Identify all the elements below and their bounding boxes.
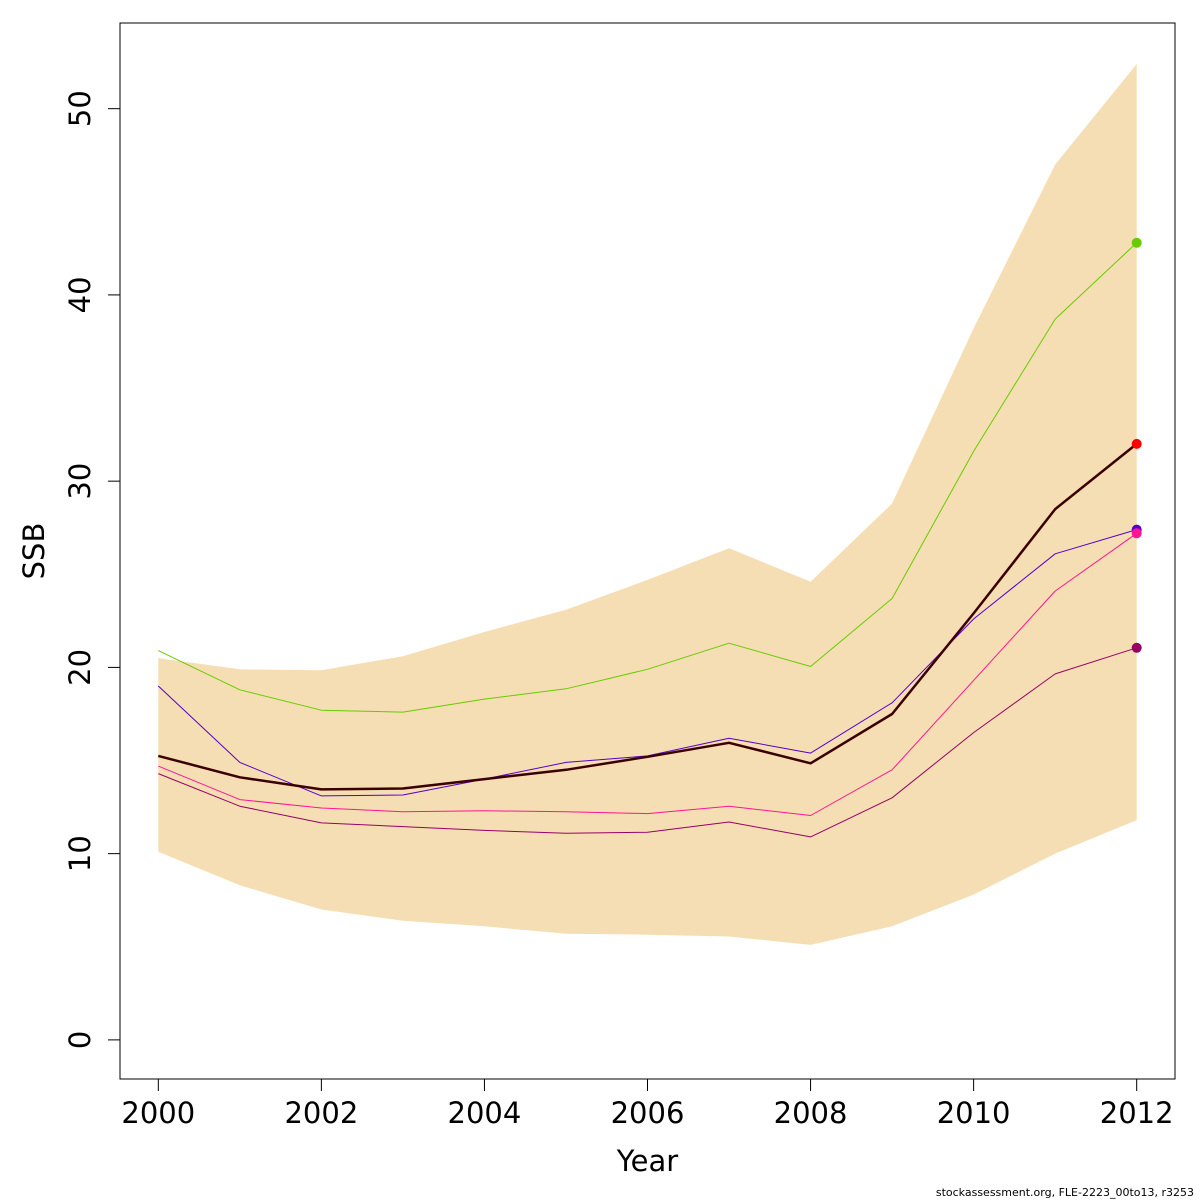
y-tick-label: 10 xyxy=(63,835,97,872)
x-tick-label: 2000 xyxy=(121,1096,195,1130)
footer-credit: stockassessment.org, FLE-2223_00to13, r3… xyxy=(935,1186,1194,1199)
end-point-4 xyxy=(1131,528,1142,539)
y-tick-label: 20 xyxy=(63,649,97,686)
x-axis: 2000 2002 2004 2006 2008 2010 2012 xyxy=(121,1078,1174,1130)
x-tick-label: 2008 xyxy=(774,1096,848,1130)
series-layer xyxy=(157,242,1138,838)
y-tick-label: 40 xyxy=(63,276,97,313)
end-points-layer xyxy=(1131,237,1142,653)
y-axis-title: SSB xyxy=(17,523,51,580)
x-tick-label: 2010 xyxy=(937,1096,1011,1130)
end-point-5 xyxy=(1131,642,1142,653)
x-tick-label: 2002 xyxy=(284,1096,358,1130)
series-line-1 xyxy=(158,242,1138,713)
confidence-band-layer xyxy=(158,64,1137,945)
y-tick-label: 30 xyxy=(63,463,97,500)
series-line-4 xyxy=(158,647,1137,838)
series-line-5 xyxy=(157,442,1138,791)
end-point-1 xyxy=(1131,237,1142,248)
y-axis: 0 10 20 30 40 50 xyxy=(63,90,121,1049)
series-line-3 xyxy=(158,532,1137,816)
x-tick-label: 2004 xyxy=(448,1096,522,1130)
end-point-2 xyxy=(1131,438,1142,449)
x-axis-title: Year xyxy=(616,1144,678,1178)
x-tick-label: 2012 xyxy=(1100,1096,1174,1130)
x-tick-label: 2006 xyxy=(611,1096,685,1130)
confidence-band xyxy=(158,64,1137,945)
y-tick-label: 50 xyxy=(63,90,97,127)
y-tick-label: 0 xyxy=(63,1031,97,1049)
